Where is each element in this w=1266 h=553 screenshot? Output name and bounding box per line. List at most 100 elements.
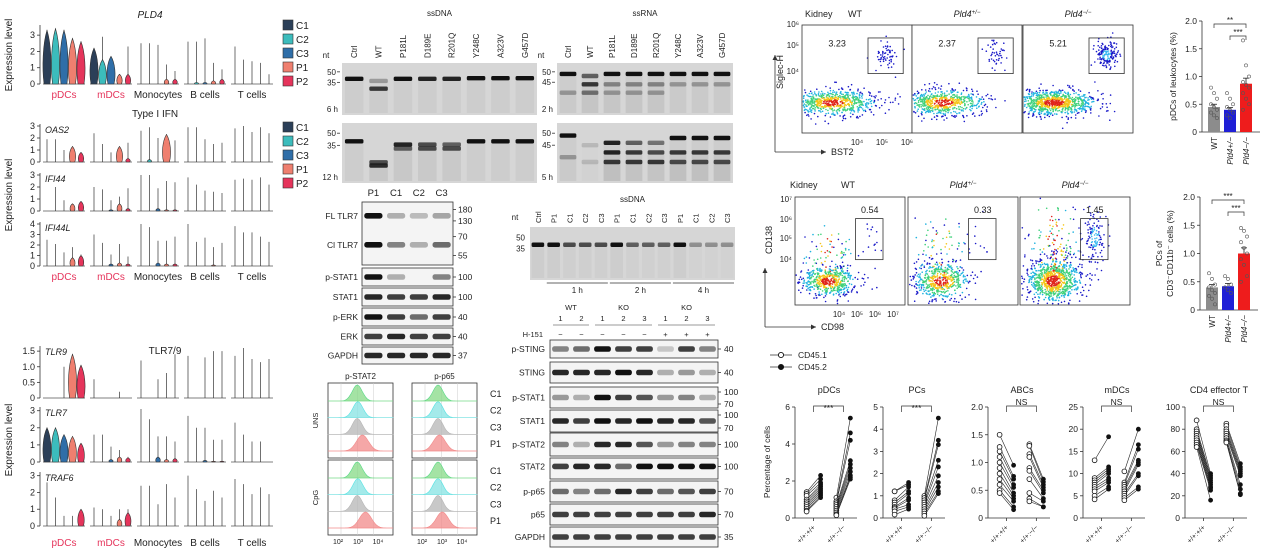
flow-event [1041,102,1043,104]
gel-band [581,82,599,87]
flow-event [1078,111,1080,114]
flow-event [817,234,820,236]
flow-event [1086,274,1089,276]
flow-event [936,95,938,97]
flow-event [954,102,956,104]
lane-label: D189E [630,34,639,58]
flow-event [826,289,829,291]
flow-event [931,291,934,294]
flow-event [917,273,920,276]
flow-event [1037,293,1039,296]
flow-event [1038,113,1041,116]
flow-event [1030,265,1033,267]
blot-band [364,294,383,300]
flow-event [1072,98,1075,101]
flow-event [926,287,928,289]
flow-event [1100,51,1102,53]
flow-event [914,94,916,96]
flow-event [835,91,838,93]
flow-event [841,242,843,245]
flow-event [927,94,929,97]
flow-event [931,110,934,113]
flow-event [944,246,946,248]
flow-event [1107,50,1110,52]
flow-event [1083,95,1085,97]
flow-event [915,293,918,295]
flow-event [994,69,996,72]
lane-label: R201Q [448,33,457,58]
flow-event [938,262,941,264]
flow-event [811,286,814,289]
flow-event [862,109,865,112]
flow-event [934,293,937,295]
flow-event [1046,108,1049,111]
flow-event [938,101,940,103]
flow-event [960,98,963,100]
flow-event [1085,100,1087,103]
flow-event [811,270,814,272]
lane-label: C2 [581,213,590,223]
gel-band [713,82,731,87]
flow-event [920,98,922,101]
flow-event [964,104,966,106]
flow-event [1030,276,1033,279]
flow-event [1035,262,1038,264]
flow-event [1073,105,1075,107]
gel-title: ssDNA [620,195,646,204]
flow-event [921,271,923,274]
flow-event [1077,286,1079,288]
flow-event [939,97,942,100]
flow-event [1030,272,1032,275]
flow-event [974,274,976,276]
flow-event [1082,102,1085,104]
lane-label: Ctrl [350,45,359,58]
gel-smear [604,93,621,113]
gene-name: OAS2 [45,125,69,135]
flow-event [1070,116,1073,119]
flow-event [951,267,953,269]
flow-event [806,272,808,274]
flow-event [937,111,940,113]
flow-event [975,96,978,98]
y-axis-label: Siglec-H [775,55,785,89]
gel-band [705,242,718,247]
flow-event [1111,55,1113,57]
flow-event [940,267,942,269]
flow-event [812,99,814,102]
flow-event [1051,104,1054,107]
flow-event [1088,106,1091,108]
flow-event [936,291,938,293]
flow-event [850,101,853,104]
flow-event [1067,117,1070,119]
flow-event [934,99,936,102]
flow-event [936,272,939,275]
flow-event [810,111,813,113]
flow-event [922,253,924,256]
flow-event [822,264,824,266]
gate-box [977,37,1014,74]
flow-event [832,113,835,116]
flow-event [831,273,833,275]
flow-event [829,116,832,118]
legend-swatch [282,47,294,59]
blot-band [573,369,590,376]
flow-event [1065,244,1068,246]
y-tick-label: 1 [30,251,35,261]
blot-row-label: GAPDH [328,351,358,361]
gel-smear [442,78,461,113]
flow-event [854,101,856,104]
flow-event [947,102,949,105]
flow-event [931,266,934,269]
flow-event [934,96,936,99]
flow-event [1103,55,1105,57]
flow-event [974,242,977,245]
flow-event [877,91,880,93]
flow-event [1103,65,1105,67]
flow-event [964,296,967,299]
flow-event [805,105,808,107]
flow-event [963,120,966,123]
flow-event [1038,91,1041,94]
flow-event [1034,277,1036,280]
flow-event [844,253,847,256]
flow-event [960,93,963,95]
